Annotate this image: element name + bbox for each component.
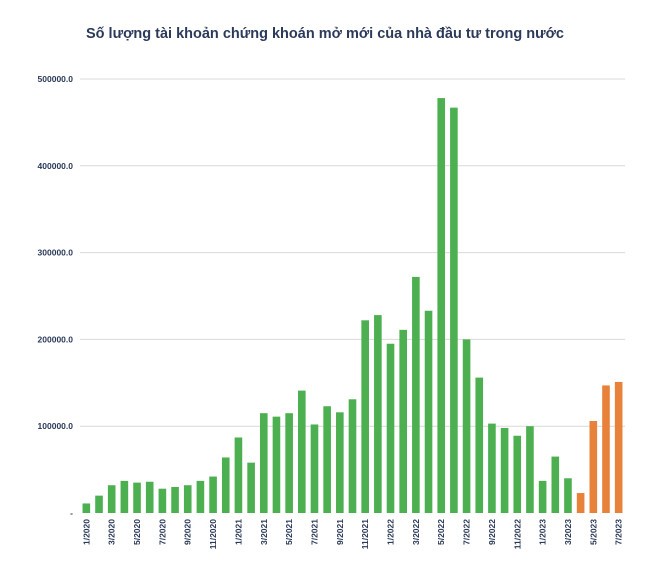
bar-6-2020 [145, 481, 154, 513]
bar-11-2020 [209, 476, 217, 513]
bar-11-2021 [361, 320, 369, 513]
bar-8-2020 [171, 486, 179, 513]
x-tick-label: 1/2023 [538, 519, 548, 545]
bar-3-2023 [564, 478, 572, 513]
bar-1-2020 [82, 503, 91, 513]
bar-12-2022 [526, 426, 534, 513]
x-tick-label: 1/2022 [386, 519, 396, 545]
x-tick-label: 1/2020 [81, 519, 91, 545]
bar-4-2022 [424, 310, 433, 513]
x-tick-label: 9/2022 [487, 519, 497, 545]
bar-9-2021 [336, 412, 344, 513]
y-tick-label: 500000.0 [38, 74, 74, 84]
bar-10-2022 [500, 427, 509, 513]
x-tick-label: 11/2022 [512, 519, 522, 550]
y-tick-label: 300000.0 [38, 248, 74, 258]
bar-1-2021 [234, 437, 243, 513]
x-tick-label: 3/2023 [563, 519, 573, 545]
chart-title: Số lượng tài khoản chứng khoán mở mới củ… [86, 26, 564, 42]
bar-10-2020 [196, 480, 205, 513]
bar-5-2022 [437, 98, 446, 513]
bar-3-2022 [412, 276, 420, 513]
x-tick-label: 5/2023 [588, 519, 598, 545]
x-tick-label: 3/2020 [107, 519, 117, 545]
x-tick-label: 11/2021 [360, 519, 370, 550]
bar-2-2021 [247, 462, 255, 513]
bar-8-2022 [475, 377, 484, 513]
bar-9-2020 [183, 485, 192, 513]
bar-1-2023 [538, 480, 547, 513]
x-tick-label: 5/2021 [284, 519, 294, 545]
x-tick-label: 7/2022 [462, 519, 472, 545]
bar-4-2021 [272, 416, 281, 513]
bar-7-2021 [310, 424, 319, 513]
x-tick-label: 7/2021 [309, 519, 319, 545]
bar-6-2023 [602, 385, 610, 513]
x-tick-label: 5/2020 [132, 519, 142, 545]
bar-7-2020 [158, 488, 167, 513]
bar-8-2021 [323, 406, 331, 513]
x-tick-label: 3/2022 [411, 519, 421, 545]
bar-11-2022 [513, 435, 522, 513]
y-tick-label: - [70, 508, 73, 518]
y-tick-label: 200000.0 [38, 334, 74, 344]
bar-4-2023 [576, 493, 585, 513]
bar-1-2022 [386, 343, 395, 513]
bar-6-2021 [298, 390, 306, 513]
bar-7-2023 [614, 381, 623, 513]
x-tick-label: 11/2020 [208, 519, 218, 550]
bar-2-2023 [551, 456, 560, 513]
x-tick-label: 7/2023 [614, 519, 624, 545]
bar-12-2021 [374, 315, 382, 513]
bar-2-2022 [399, 329, 407, 513]
bar-2-2020 [95, 495, 103, 513]
bar-4-2020 [120, 480, 129, 513]
bar-3-2020 [107, 485, 116, 513]
bar-7-2022 [462, 339, 471, 513]
y-tick-label: 100000.0 [38, 421, 74, 431]
bar-6-2022 [450, 107, 458, 514]
bar-10-2021 [348, 399, 357, 513]
x-tick-label: 9/2020 [183, 519, 193, 545]
bar-5-2020 [133, 482, 141, 513]
x-tick-label: 7/2020 [157, 519, 167, 545]
bar-5-2023 [589, 420, 598, 513]
bar-5-2021 [285, 413, 293, 513]
bar-9-2022 [488, 423, 496, 513]
y-tick-label: 400000.0 [38, 161, 74, 171]
x-tick-label: 1/2021 [233, 519, 243, 545]
x-tick-label: 5/2022 [436, 519, 446, 545]
x-tick-label: 9/2021 [335, 519, 345, 545]
x-tick-label: 3/2021 [259, 519, 269, 545]
bar-3-2021 [259, 413, 268, 513]
bar-12-2020 [221, 457, 230, 513]
